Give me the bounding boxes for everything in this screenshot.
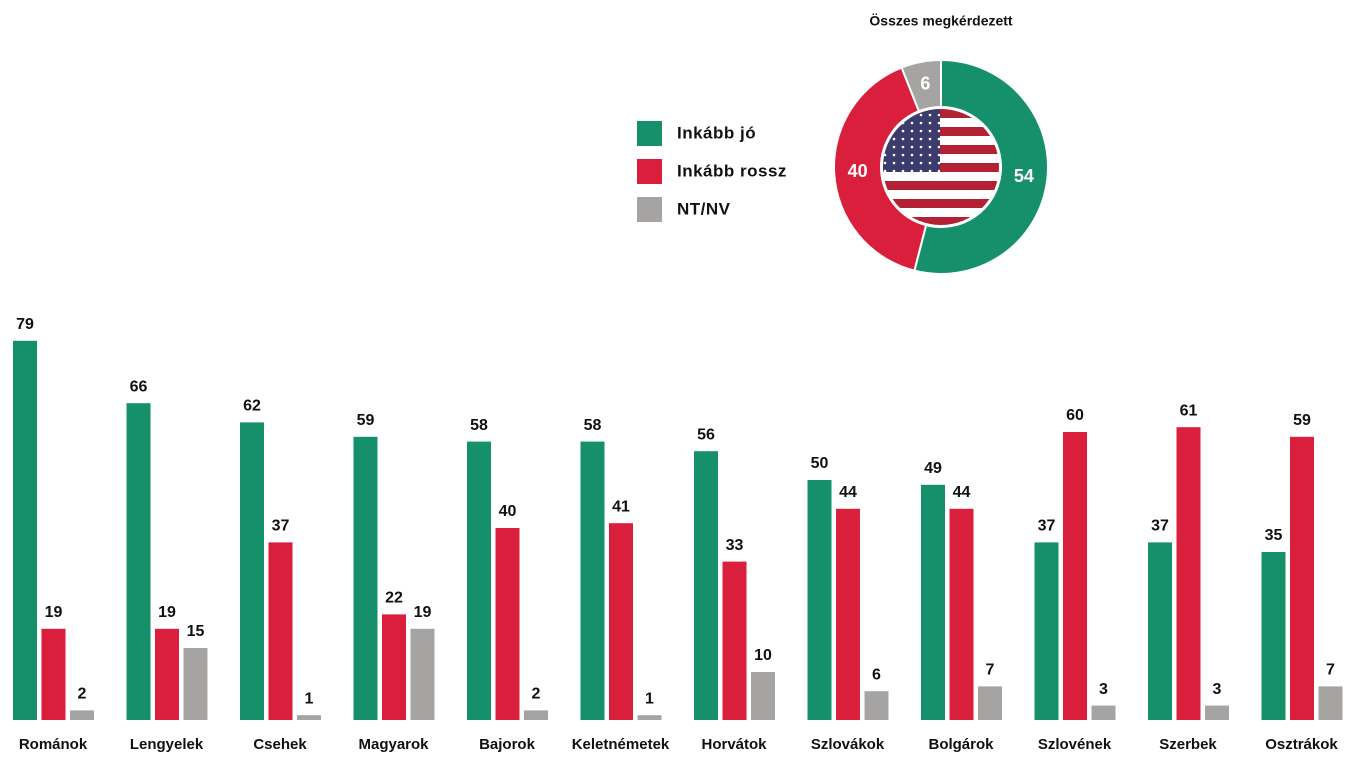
x-tick-label: Szlovének: [1038, 736, 1112, 753]
value-label: 6: [872, 666, 881, 683]
value-label: 44: [953, 484, 971, 501]
bar: [609, 523, 633, 720]
pie-slice: [913, 58, 1049, 275]
value-label: 37: [272, 518, 290, 535]
bar: [1034, 542, 1059, 720]
value-label: 62: [243, 398, 261, 415]
bar: [1318, 686, 1343, 720]
bar: [268, 542, 293, 720]
x-tick-label: Keletnémetek: [572, 736, 670, 753]
bar: [70, 710, 94, 720]
bar: [524, 710, 548, 720]
x-tick-label: Horvátok: [701, 736, 767, 753]
legend-label: Inkább rossz: [677, 161, 787, 180]
legend-swatch: [637, 197, 662, 222]
value-label: 79: [16, 316, 34, 333]
bar: [836, 508, 860, 720]
value-label: 33: [726, 537, 744, 554]
bar: [1091, 705, 1116, 720]
bar: [751, 672, 775, 720]
value-label: 37: [1038, 518, 1056, 535]
x-tick-label: Románok: [19, 736, 88, 753]
bar: [41, 628, 66, 720]
pie-slice: [833, 66, 928, 272]
bar: [410, 628, 435, 720]
value-label: 1: [645, 690, 654, 707]
bar: [1205, 705, 1229, 720]
pie-slice: [900, 58, 942, 113]
value-label: 35: [1265, 527, 1283, 544]
value-label: 1: [305, 690, 314, 707]
bar: [949, 508, 974, 720]
value-label: 49: [924, 460, 942, 477]
bar: [1261, 552, 1286, 720]
bar: [1148, 542, 1172, 720]
value-label: 3: [1099, 681, 1108, 698]
bar: [978, 686, 1002, 720]
value-label: 7: [986, 662, 995, 679]
bar: [155, 628, 179, 720]
bar: [495, 528, 520, 720]
bar: [1176, 427, 1201, 720]
value-label: 50: [811, 455, 829, 472]
value-label: 59: [1293, 412, 1311, 429]
legend-label: NT/NV: [677, 199, 731, 218]
value-label: 7: [1326, 662, 1335, 679]
x-tick-label: Bolgárok: [928, 736, 994, 753]
value-label: 3: [1213, 681, 1222, 698]
value-label: 58: [470, 417, 488, 434]
x-tick-label: Szerbek: [1159, 736, 1217, 753]
value-label: 41: [612, 498, 630, 515]
bar: [183, 648, 208, 720]
value-label: 10: [754, 647, 772, 664]
value-label: 58: [584, 417, 602, 434]
bar: [580, 441, 605, 720]
legend-swatch: [637, 121, 662, 146]
bar: [694, 451, 718, 720]
bar: [353, 436, 378, 720]
value-label: 60: [1066, 407, 1084, 424]
pie-title: Összes megkérdezett: [869, 13, 1013, 29]
value-label: 44: [839, 484, 857, 501]
value-label: 19: [45, 604, 63, 621]
value-label: 37: [1151, 518, 1169, 535]
value-label: 19: [414, 604, 432, 621]
bar: [921, 484, 945, 720]
value-label: 15: [187, 623, 205, 640]
bar: [13, 340, 37, 720]
x-tick-label: Lengyelek: [130, 736, 204, 753]
x-tick-label: Osztrákok: [1265, 736, 1338, 753]
bar: [382, 614, 406, 720]
legend-label: Inkább jó: [677, 123, 756, 142]
bar: [467, 441, 491, 720]
value-label: 59: [357, 412, 375, 429]
value-label: 66: [130, 378, 148, 395]
slice-label: 6: [920, 74, 930, 94]
value-label: 2: [78, 686, 87, 703]
bar: [126, 403, 151, 720]
bar: [1290, 436, 1314, 720]
legend-swatch: [637, 159, 662, 184]
bar: [807, 480, 832, 720]
slice-label: 40: [848, 161, 868, 181]
value-label: 56: [697, 426, 715, 443]
value-label: 61: [1180, 402, 1198, 419]
bar: [1063, 432, 1087, 720]
bar: [297, 715, 321, 720]
bar: [864, 691, 889, 720]
bar: [637, 715, 662, 720]
x-tick-label: Bajorok: [479, 736, 536, 753]
value-label: 19: [158, 604, 176, 621]
value-label: 22: [385, 590, 403, 607]
value-label: 40: [499, 503, 517, 520]
slice-label: 54: [1014, 166, 1034, 186]
value-label: 2: [532, 686, 541, 703]
bar: [240, 422, 264, 720]
bar: [722, 561, 747, 720]
x-tick-label: Szlovákok: [811, 736, 885, 753]
us-flag: [883, 109, 999, 225]
x-tick-label: Magyarok: [358, 736, 429, 753]
x-tick-label: Csehek: [253, 736, 307, 753]
